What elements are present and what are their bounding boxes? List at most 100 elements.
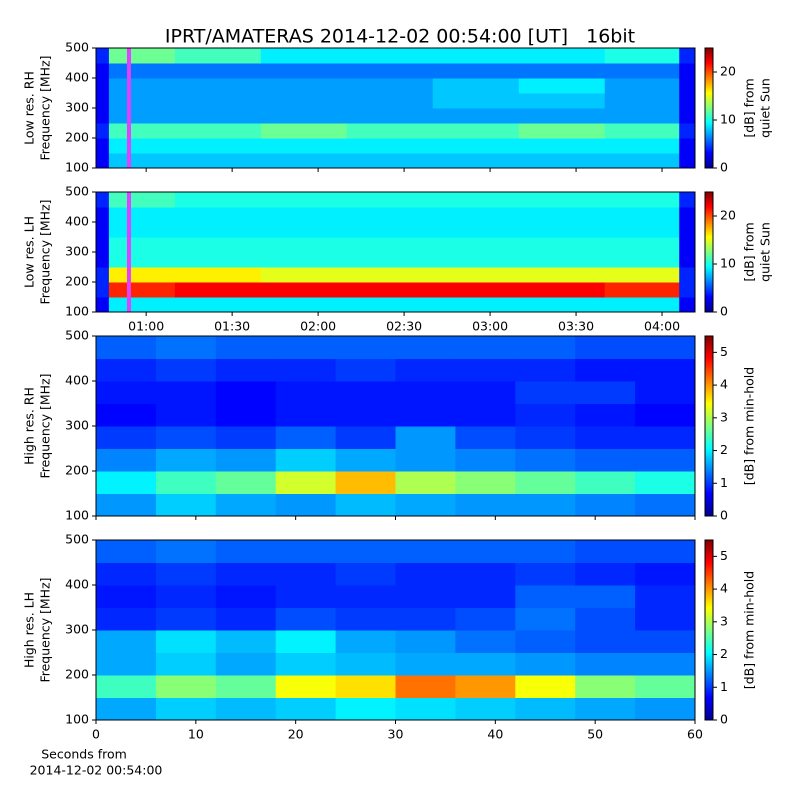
heatmap-cell bbox=[215, 630, 277, 653]
heatmap-cell bbox=[515, 562, 576, 586]
heatmap-cell bbox=[455, 652, 516, 676]
heatmap-cell bbox=[215, 381, 277, 404]
heatmap-cell bbox=[518, 237, 606, 253]
y-tick-label: 500 bbox=[65, 328, 89, 343]
heatmap-cell bbox=[155, 493, 217, 517]
heatmap-cell bbox=[604, 207, 680, 223]
heatmap-cell bbox=[174, 108, 262, 124]
heatmap-cell bbox=[346, 153, 434, 169]
heatmap-cell bbox=[518, 207, 606, 223]
heatmap-cell bbox=[335, 426, 396, 449]
heatmap-cell bbox=[455, 381, 516, 404]
heatmap-cell bbox=[260, 222, 348, 238]
heatmap-cell bbox=[215, 562, 277, 586]
heatmap-cell bbox=[215, 403, 277, 427]
heatmap-cell bbox=[96, 153, 110, 169]
heatmap-cell bbox=[335, 448, 396, 472]
heatmap-cell bbox=[395, 675, 456, 698]
heatmap-cell bbox=[346, 192, 434, 208]
heatmap-cell bbox=[432, 192, 520, 208]
heatmap-cell bbox=[346, 93, 434, 109]
heatmap-cell bbox=[635, 493, 696, 517]
heatmap-cell bbox=[432, 222, 520, 238]
heatmap-cell bbox=[455, 630, 516, 653]
heatmap-cell bbox=[635, 675, 696, 698]
y-tick-label: 300 bbox=[65, 244, 89, 259]
heatmap-cell bbox=[455, 493, 516, 517]
heatmap-cell bbox=[174, 207, 262, 223]
heatmap-cell bbox=[335, 540, 396, 563]
heatmap-cell bbox=[174, 282, 262, 298]
x-tick-label: 0 bbox=[92, 727, 100, 742]
heatmap-cell bbox=[395, 697, 456, 721]
heatmap-cell bbox=[455, 585, 516, 608]
heatmap-cell bbox=[679, 297, 696, 313]
heatmap-cell bbox=[515, 448, 576, 472]
heatmap-cell bbox=[335, 675, 396, 698]
colorbar-tick-label: 5 bbox=[720, 548, 728, 563]
heatmap-cell bbox=[335, 493, 396, 517]
heatmap-cell bbox=[395, 336, 456, 359]
y-tick-label: 200 bbox=[65, 667, 89, 682]
heatmap-cell bbox=[604, 123, 680, 139]
y-axis-label: Frequency [MHz] bbox=[38, 55, 53, 160]
heatmap-cell bbox=[96, 630, 157, 653]
heatmap-cell bbox=[96, 237, 110, 253]
heatmap-cell bbox=[260, 237, 348, 253]
heatmap-cell bbox=[215, 336, 277, 359]
heatmap-cell bbox=[395, 585, 456, 608]
heatmap-cell bbox=[455, 358, 516, 382]
heatmap-cell bbox=[432, 123, 520, 139]
y-tick-label: 200 bbox=[65, 274, 89, 289]
heatmap-cell bbox=[174, 297, 262, 313]
heatmap-cell bbox=[515, 403, 576, 427]
heatmap-cell bbox=[96, 540, 157, 563]
colorbar bbox=[704, 47, 714, 169]
colorbar-label: quiet Sun bbox=[758, 78, 773, 138]
heatmap-cell bbox=[174, 252, 262, 268]
heatmap-cell bbox=[108, 153, 176, 169]
colorbar-tick-label: 2 bbox=[720, 646, 728, 661]
x-tick-label: 10 bbox=[188, 727, 204, 742]
heatmap-cell bbox=[518, 63, 606, 79]
colorbar-tick-label: 10 bbox=[720, 256, 736, 271]
heatmap-cell bbox=[108, 93, 176, 109]
heatmap-cell bbox=[395, 540, 456, 563]
heatmap-cell bbox=[275, 652, 337, 676]
heatmap-cell bbox=[604, 222, 680, 238]
heatmap-cell bbox=[635, 585, 696, 608]
heatmap-cell bbox=[679, 267, 696, 283]
x-tick-label: 02:00 bbox=[300, 319, 336, 334]
heatmap-cell bbox=[518, 138, 606, 154]
heatmap-cell bbox=[432, 78, 520, 94]
heatmap-cell bbox=[96, 222, 110, 238]
colorbar-tick-label: 2 bbox=[720, 442, 728, 457]
heatmap-cell bbox=[635, 607, 696, 631]
heatmap-cell bbox=[604, 267, 680, 283]
y-tick-label: 300 bbox=[65, 622, 89, 637]
heatmap-cell bbox=[346, 252, 434, 268]
heatmap-cell bbox=[174, 267, 262, 283]
heatmap-cell bbox=[515, 358, 576, 382]
heatmap-cell bbox=[518, 297, 606, 313]
heatmap-cell bbox=[174, 78, 262, 94]
heatmap-cell bbox=[518, 252, 606, 268]
heatmap-cell bbox=[515, 675, 576, 698]
heatmap-cell bbox=[96, 123, 110, 139]
y-tick-label: 400 bbox=[65, 577, 89, 592]
heatmap-cell bbox=[518, 192, 606, 208]
y-tick-label: 200 bbox=[65, 130, 89, 145]
heatmap-cell bbox=[96, 358, 157, 382]
heatmap-cell bbox=[604, 237, 680, 253]
x-tick-label: 60 bbox=[687, 727, 703, 742]
heatmap-cell bbox=[455, 426, 516, 449]
heatmap-cell bbox=[432, 237, 520, 253]
heatmap-cell bbox=[395, 562, 456, 586]
heatmap-cell bbox=[275, 675, 337, 698]
heatmap-cell bbox=[215, 697, 277, 721]
x-tick-label: 40 bbox=[487, 727, 503, 742]
heatmap-cell bbox=[275, 697, 337, 721]
heatmap-cell bbox=[455, 540, 516, 563]
heatmap-cell bbox=[455, 675, 516, 698]
heatmap-cell bbox=[395, 607, 456, 631]
